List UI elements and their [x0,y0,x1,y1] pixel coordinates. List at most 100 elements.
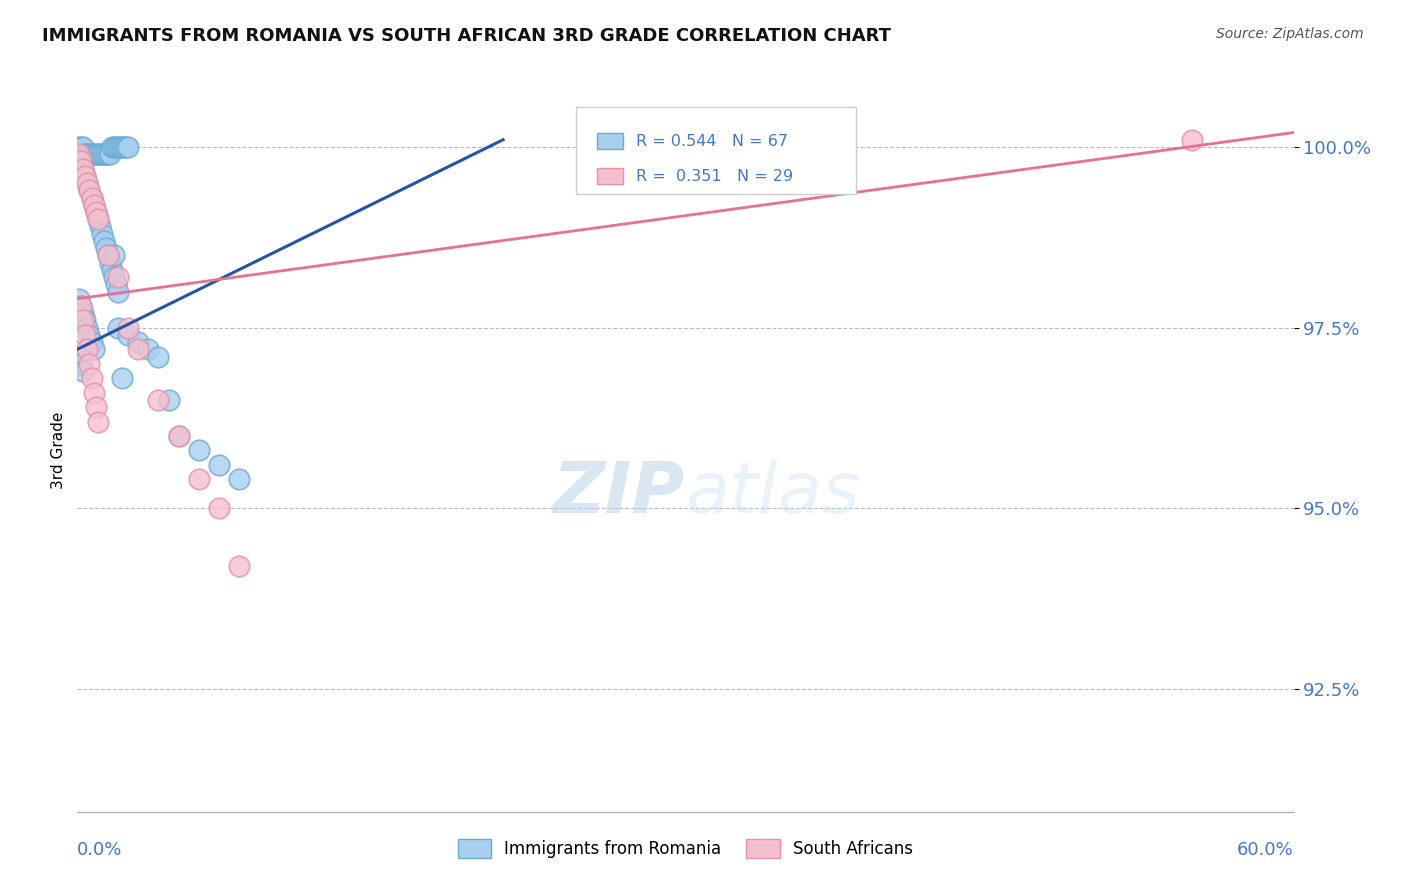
Point [86,415,108,429]
Point [127,343,149,357]
Point [79,357,101,371]
Point [83,385,105,400]
Point [94,241,117,255]
Point [70,154,93,169]
FancyBboxPatch shape [576,107,856,194]
Point [67,140,90,154]
Point [103,140,125,154]
Point [80,334,103,349]
Point [97,248,120,262]
Point [72,140,94,154]
Point [76,176,98,190]
Point [117,140,139,154]
Point [70,299,93,313]
Point [97,147,120,161]
Point [111,140,134,154]
Point [79,327,101,342]
Point [67,350,90,364]
Point [208,458,231,472]
Point [117,327,139,342]
Point [75,169,97,183]
Point [94,147,117,161]
Text: Source: ZipAtlas.com: Source: ZipAtlas.com [1216,27,1364,41]
Bar [596,133,623,149]
Point [70,357,93,371]
Point [112,140,135,154]
Point [89,147,111,161]
Point [115,140,138,154]
Point [107,320,129,334]
Text: IMMIGRANTS FROM ROMANIA VS SOUTH AFRICAN 3RD GRADE CORRELATION CHART: IMMIGRANTS FROM ROMANIA VS SOUTH AFRICAN… [42,27,891,45]
Point [76,343,98,357]
Point [167,429,190,443]
Point [188,472,211,486]
Point [127,334,149,349]
Point [107,140,129,154]
Point [83,198,105,212]
Point [107,285,129,299]
Legend: Immigrants from Romania, South Africans: Immigrants from Romania, South Africans [451,832,920,865]
Point [111,371,134,385]
Point [108,140,131,154]
Point [1181,133,1204,147]
Point [228,472,250,486]
Point [148,350,170,364]
Point [86,147,108,161]
Text: ZIP: ZIP [553,459,686,528]
Point [103,248,125,262]
Point [80,371,103,385]
Point [98,255,121,269]
Point [75,147,97,161]
Point [101,262,124,277]
Text: R = 0.544   N = 67: R = 0.544 N = 67 [636,134,787,149]
Y-axis label: 3rd Grade: 3rd Grade [51,412,66,489]
Point [89,219,111,234]
Point [72,313,94,327]
Point [90,227,112,241]
Point [84,205,107,219]
Point [104,140,127,154]
Point [98,147,121,161]
Point [75,327,97,342]
Point [80,190,103,204]
Point [83,343,105,357]
Point [84,205,107,219]
Point [84,147,107,161]
Point [103,270,125,285]
Point [76,147,98,161]
Point [104,277,127,292]
Point [86,212,108,227]
Point [70,140,93,154]
Point [101,140,124,154]
Point [80,147,103,161]
Point [70,154,93,169]
Point [67,147,90,161]
Bar [596,168,623,184]
Point [90,147,112,161]
Point [86,212,108,227]
Point [79,147,101,161]
Point [70,299,93,313]
Point [80,190,103,204]
Point [136,343,159,357]
Point [97,248,120,262]
Point [117,320,139,334]
Point [79,183,101,197]
Point [93,234,115,248]
Text: 0.0%: 0.0% [77,840,122,859]
Point [72,161,94,176]
Point [79,183,101,197]
Point [157,392,180,407]
Text: R =  0.351   N = 29: R = 0.351 N = 29 [636,169,793,184]
Point [167,429,190,443]
Point [76,176,98,190]
Point [72,364,94,378]
Point [107,270,129,285]
Point [148,392,170,407]
Text: 60.0%: 60.0% [1237,840,1294,859]
Point [72,306,94,320]
Point [208,501,231,516]
Point [188,443,211,458]
Point [83,198,105,212]
Point [75,313,97,327]
